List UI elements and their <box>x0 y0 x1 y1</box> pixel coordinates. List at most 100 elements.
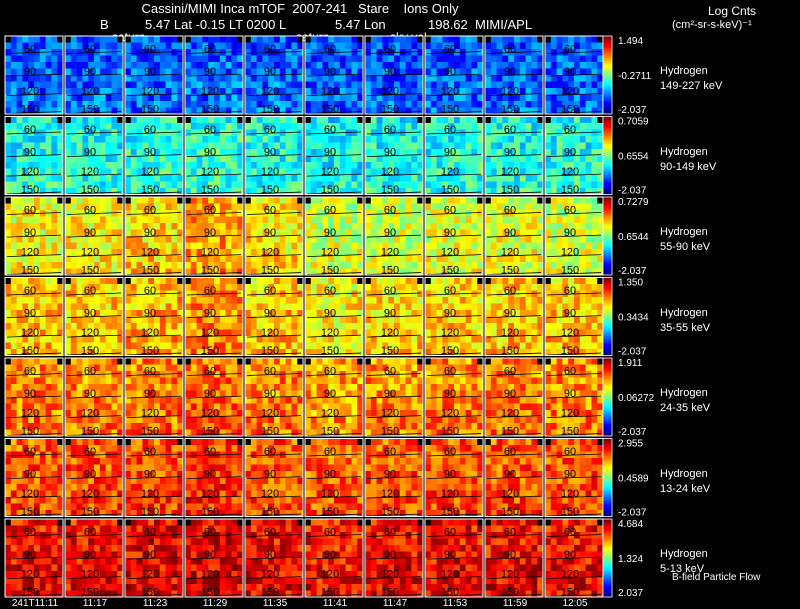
heatmap-panel: 60 90 120 150 <box>184 196 244 277</box>
heatmap-panel: 60 90 120 150 <box>4 518 64 599</box>
polar-tick-label: 90 <box>504 147 516 159</box>
polar-tick-label: 90 <box>84 227 96 239</box>
polar-tick-label: 90 <box>564 388 576 400</box>
polar-tick-label: 60 <box>564 526 576 538</box>
heatmap-panel: 60 90 120 150 <box>184 116 244 196</box>
polar-tick-label: 150 <box>261 426 279 438</box>
polar-tick-label: 60 <box>144 526 156 538</box>
polar-tick-label: 60 <box>324 446 336 458</box>
heatmap-panel: 60 90 120 150 <box>4 116 64 196</box>
colorbar: 0.7059 0.6554 -2.037 <box>602 116 649 197</box>
energy-range: 35-55 keV <box>660 321 711 334</box>
heatmap-panel: 60 90 120 150 <box>424 116 484 196</box>
colorbar-max-label: 1.911 <box>618 358 643 369</box>
polar-tick-label: 90 <box>264 549 276 561</box>
heatmap-panel: 60 90 120 150 <box>544 35 604 116</box>
polar-tick-label: 150 <box>561 587 579 599</box>
polar-tick-label: 60 <box>144 43 156 55</box>
polar-tick-label: 150 <box>321 104 339 116</box>
polar-tick-label: 90 <box>384 66 396 78</box>
polar-tick-label: 120 <box>201 408 219 420</box>
heatmap-panel: 60 90 120 150 <box>304 518 364 599</box>
heatmap-panel: 60 90 120 150 <box>124 438 184 518</box>
colorbar: 2.955 0.4589 -2.037 <box>602 438 649 519</box>
polar-tick-label: 60 <box>444 446 456 458</box>
polar-tick-label: 90 <box>84 66 96 78</box>
polar-tick-label: 150 <box>561 184 579 196</box>
polar-tick-label: 150 <box>441 587 459 599</box>
species-label: Hydrogen 35-55 keV <box>660 306 710 336</box>
polar-tick-label: 60 <box>84 446 96 458</box>
species-name: Hydrogen <box>660 226 708 238</box>
polar-tick-label: 150 <box>81 587 99 599</box>
polar-tick-label: 120 <box>561 408 579 420</box>
polar-tick-label: 120 <box>441 488 459 500</box>
heatmap-panel: 60 90 120 150 <box>304 196 364 277</box>
polar-tick-label: 90 <box>204 388 216 400</box>
heatmap-panel: 60 90 120 150 <box>64 277 124 357</box>
time-axis-label: 11:17 <box>83 598 108 609</box>
polar-tick-label: 90 <box>384 388 396 400</box>
polar-tick-label: 60 <box>384 285 396 297</box>
polar-tick-label: 90 <box>444 308 456 320</box>
colorbar-min-label: -2.037 <box>618 186 647 197</box>
polar-tick-label: 60 <box>564 446 576 458</box>
species-label: Hydrogen 24-35 keV <box>660 386 710 416</box>
polar-tick-label: 120 <box>501 247 519 259</box>
polar-tick-label: 150 <box>21 104 39 116</box>
polar-tick-label: 150 <box>501 426 519 438</box>
polar-tick-label: 120 <box>381 166 399 178</box>
polar-tick-label: 150 <box>141 265 159 277</box>
polar-tick-label: 60 <box>324 124 336 136</box>
polar-tick-label: 120 <box>141 569 159 581</box>
heatmap-panel: 60 90 120 150 <box>544 277 604 357</box>
polar-tick-label: 150 <box>201 426 219 438</box>
polar-tick-label: 60 <box>564 285 576 297</box>
polar-tick-label: 150 <box>261 184 279 196</box>
polar-tick-label: 150 <box>561 265 579 277</box>
colorbar-min-label: -2.037 <box>618 427 647 438</box>
polar-tick-label: 90 <box>24 549 36 561</box>
polar-tick-label: 90 <box>564 469 576 481</box>
polar-tick-label: 150 <box>201 184 219 196</box>
colorbar-mid-label: 0.06272 <box>618 393 655 404</box>
polar-tick-label: 150 <box>441 184 459 196</box>
polar-tick-label: 90 <box>264 469 276 481</box>
polar-tick-label: 60 <box>324 365 336 377</box>
heatmap-panel: 60 90 120 150 <box>184 35 244 116</box>
polar-tick-label: 150 <box>381 104 399 116</box>
polar-tick-label: 120 <box>261 408 279 420</box>
units-label: Log Cnts <box>708 4 757 18</box>
polar-tick-label: 150 <box>141 345 159 357</box>
heatmap-panel: 60 90 120 150 <box>364 277 424 357</box>
polar-tick-label: 60 <box>384 526 396 538</box>
heatmap-panel: 60 90 120 150 <box>124 35 184 116</box>
polar-tick-label: 120 <box>381 327 399 339</box>
polar-tick-label: 60 <box>504 43 516 55</box>
polar-tick-label: 120 <box>501 569 519 581</box>
species-label: Hydrogen 13-24 keV <box>660 467 710 497</box>
heatmap-panel: 60 90 120 150 <box>424 277 484 357</box>
polar-tick-label: 60 <box>144 124 156 136</box>
polar-tick-label: 120 <box>501 166 519 178</box>
polar-tick-label: 90 <box>564 308 576 320</box>
energy-range: 90-149 keV <box>660 160 717 173</box>
polar-tick-label: 90 <box>324 227 336 239</box>
species-name: Hydrogen <box>660 387 708 399</box>
heatmap-panel: 60 90 120 150 <box>64 518 124 599</box>
lon-readout: 5.47 Lon <box>335 17 386 32</box>
time-axis-label: 11:47 <box>383 598 408 609</box>
heatmap-panel: 60 90 120 150 <box>184 277 244 357</box>
species-name: Hydrogen <box>660 65 708 77</box>
polar-tick-label: 60 <box>264 43 276 55</box>
heatmap-panel: 60 90 120 150 <box>244 196 304 277</box>
energy-range: 149-227 keV <box>660 80 723 92</box>
polar-tick-label: 120 <box>501 327 519 339</box>
polar-tick-label: 150 <box>21 184 39 196</box>
polar-tick-label: 120 <box>381 408 399 420</box>
polar-tick-label: 150 <box>441 345 459 357</box>
polar-tick-label: 90 <box>444 469 456 481</box>
polar-tick-label: 120 <box>141 488 159 500</box>
polar-tick-label: 90 <box>444 66 456 78</box>
polar-tick-label: 120 <box>201 569 219 581</box>
